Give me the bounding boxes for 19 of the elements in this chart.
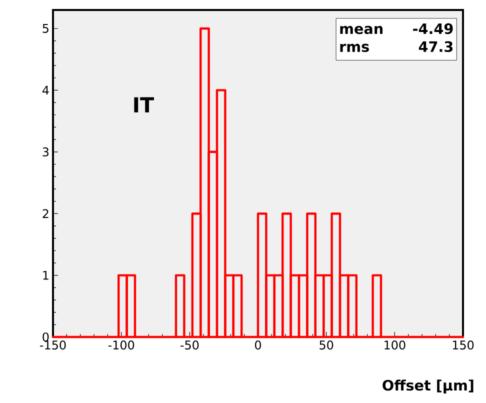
- x-tick-label: -50: [180, 340, 199, 350]
- y-tick-label: 5: [42, 24, 48, 33]
- x-tick-label: 150: [452, 340, 474, 350]
- x-tick-label: 0: [254, 340, 262, 350]
- y-tick-label: 1: [43, 270, 48, 280]
- x-tick-label: 100: [384, 340, 406, 350]
- annotation: IT: [134, 97, 154, 112]
- x-axis-title: Offset [μm]: [382, 380, 474, 394]
- annotation: -4.49: [413, 23, 453, 34]
- y-tick-label: 3: [42, 147, 49, 156]
- x-tick-label: -150: [40, 340, 66, 350]
- annotation: rms: [340, 44, 369, 52]
- y-tick-label: 0: [42, 332, 49, 342]
- annotation: 47.3: [418, 41, 453, 52]
- x-tick-label: -100: [108, 340, 134, 350]
- x-tick-label: 50: [320, 340, 334, 350]
- y-tick-label: 4: [42, 86, 49, 95]
- y-tick-label: 2: [42, 209, 48, 218]
- annotation: mean: [340, 26, 382, 34]
